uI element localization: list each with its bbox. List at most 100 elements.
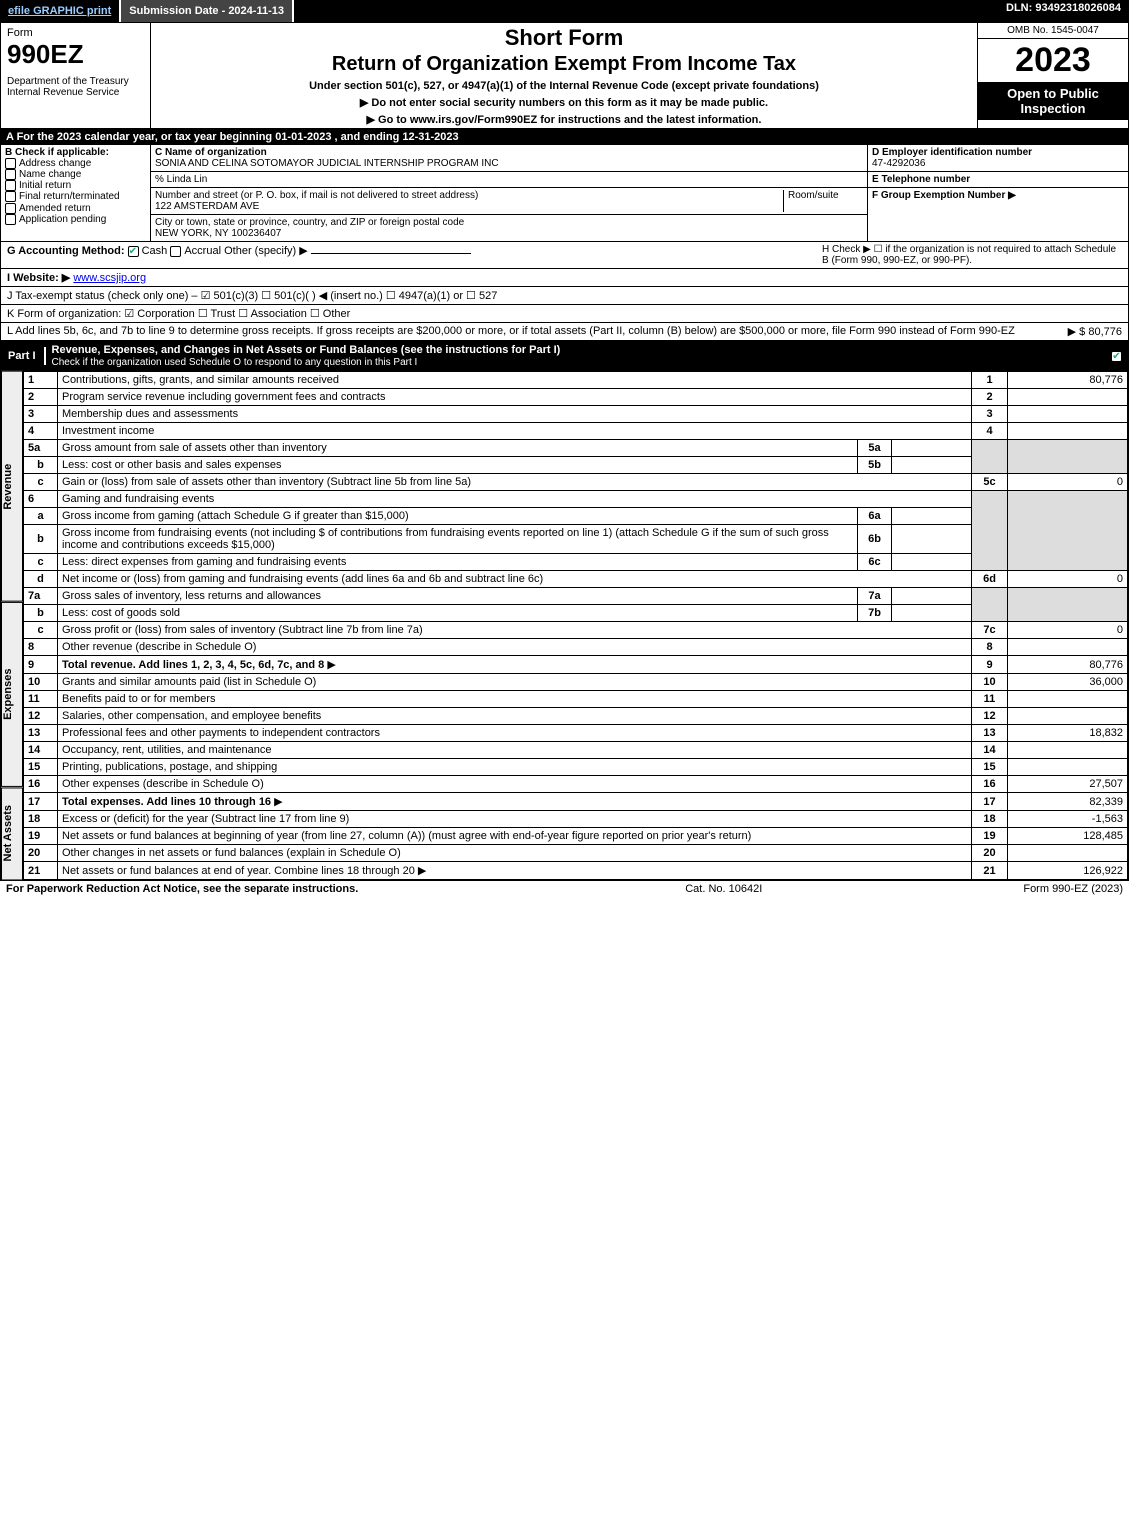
ein-value: 47-4292036: [872, 158, 925, 169]
title-main: Return of Organization Exempt From Incom…: [157, 53, 971, 76]
line-5b: bLess: cost or other basis and sales exp…: [24, 457, 1128, 474]
chk-application-pending[interactable]: Application pending: [5, 214, 146, 225]
chk-accrual[interactable]: Accrual: [170, 245, 221, 257]
page-footer: For Paperwork Reduction Act Notice, see …: [0, 880, 1129, 897]
line-6a: aGross income from gaming (attach Schedu…: [24, 508, 1128, 525]
line-9: 9Total revenue. Add lines 1, 2, 3, 4, 5c…: [24, 656, 1128, 674]
financial-table-wrap: Revenue Expenses Net Assets 1Contributio…: [0, 371, 1129, 880]
line-15: 15Printing, publications, postage, and s…: [24, 759, 1128, 776]
line-7c: cGross profit or (loss) from sales of in…: [24, 622, 1128, 639]
line-20: 20Other changes in net assets or fund ba…: [24, 845, 1128, 862]
l-text: L Add lines 5b, 6c, and 7b to line 9 to …: [7, 325, 1022, 338]
entity-info-block: B Check if applicable: Address change Na…: [0, 145, 1129, 242]
part-i-title: Revenue, Expenses, and Changes in Net As…: [46, 341, 1107, 371]
c-name-label: C Name of organization: [155, 147, 267, 158]
g-accounting-label: G Accounting Method:: [7, 245, 125, 257]
no-ssn-note: ▶ Do not enter social security numbers o…: [157, 96, 971, 109]
line-1: 1Contributions, gifts, grants, and simil…: [24, 372, 1128, 389]
h-schedule-b-note: H Check ▶ ☐ if the organization is not r…: [822, 244, 1122, 266]
chk-amended-return[interactable]: Amended return: [5, 203, 146, 214]
dln-number: DLN: 93492318026084: [998, 0, 1129, 22]
spacer: [294, 0, 998, 22]
org-name: SONIA AND CELINA SOTOMAYOR JUDICIAL INTE…: [155, 158, 499, 169]
open-public-inspection: Open to Public Inspection: [978, 82, 1128, 120]
e-telephone-label: E Telephone number: [872, 174, 970, 185]
chk-final-return[interactable]: Final return/terminated: [5, 191, 146, 202]
line-a-tax-year: A For the 2023 calendar year, or tax yea…: [0, 129, 1129, 145]
section-def: D Employer identification number 47-4292…: [868, 145, 1128, 241]
section-b-checkboxes: B Check if applicable: Address change Na…: [1, 145, 151, 241]
side-net-assets: Net Assets: [1, 787, 23, 880]
line-6d: dNet income or (loss) from gaming and fu…: [24, 571, 1128, 588]
omb-number: OMB No. 1545-0047: [978, 23, 1128, 39]
chk-address-change[interactable]: Address change: [5, 158, 146, 169]
side-revenue: Revenue: [1, 371, 23, 602]
footer-form-id: Form 990-EZ (2023): [963, 883, 1123, 895]
line-2: 2Program service revenue including gover…: [24, 389, 1128, 406]
line-6c: cLess: direct expenses from gaming and f…: [24, 554, 1128, 571]
g-other[interactable]: Other (specify) ▶: [224, 245, 308, 257]
section-c-name-address: C Name of organization SONIA AND CELINA …: [151, 145, 868, 241]
financial-table: 1Contributions, gifts, grants, and simil…: [23, 371, 1128, 880]
line-17: 17Total expenses. Add lines 10 through 1…: [24, 793, 1128, 811]
line-11: 11Benefits paid to or for members11: [24, 691, 1128, 708]
line-6b: bGross income from fundraising events (n…: [24, 525, 1128, 554]
line-8: 8Other revenue (describe in Schedule O)8: [24, 639, 1128, 656]
top-bar: efile GRAPHIC print Submission Date - 20…: [0, 0, 1129, 22]
b-label: B Check if applicable:: [5, 147, 146, 158]
line-7b: bLess: cost of goods sold7b: [24, 605, 1128, 622]
footer-catalog-number: Cat. No. 10642I: [485, 883, 964, 895]
title-short-form: Short Form: [157, 25, 971, 51]
l-amount: ▶ $ 80,776: [1022, 325, 1122, 338]
part-i-tag: Part I: [0, 347, 46, 365]
goto-link[interactable]: ▶ Go to www.irs.gov/Form990EZ for instru…: [157, 113, 971, 126]
chk-name-change[interactable]: Name change: [5, 169, 146, 180]
line-10: 10Grants and similar amounts paid (list …: [24, 674, 1128, 691]
part-i-check-note: Check if the organization used Schedule …: [52, 357, 418, 368]
f-group-exemption-label: F Group Exemption Number ▶: [872, 190, 1016, 201]
line-18: 18Excess or (deficit) for the year (Subt…: [24, 811, 1128, 828]
d-ein-label: D Employer identification number: [872, 147, 1032, 158]
line-12: 12Salaries, other compensation, and empl…: [24, 708, 1128, 725]
part-i-header: Part I Revenue, Expenses, and Changes in…: [0, 341, 1129, 371]
street-address: 122 AMSTERDAM AVE: [155, 201, 259, 212]
header-right: OMB No. 1545-0047 2023 Open to Public In…: [978, 23, 1128, 128]
l-gross-receipts-row: L Add lines 5b, 6c, and 7b to line 9 to …: [0, 323, 1129, 341]
line-5a: 5aGross amount from sale of assets other…: [24, 440, 1128, 457]
tax-year: 2023: [978, 39, 1128, 82]
line-13: 13Professional fees and other payments t…: [24, 725, 1128, 742]
form-label: Form: [7, 27, 144, 39]
city-state-zip: NEW YORK, NY 100236407: [155, 228, 281, 239]
part-i-checkbox[interactable]: [1107, 350, 1129, 362]
form-header: Form 990EZ Department of the Treasury In…: [0, 22, 1129, 129]
efile-print-link[interactable]: efile GRAPHIC print: [0, 0, 121, 22]
side-expenses: Expenses: [1, 602, 23, 787]
street-label: Number and street (or P. O. box, if mail…: [155, 190, 478, 201]
i-website-label: I Website: ▶: [7, 272, 70, 284]
line-16: 16Other expenses (describe in Schedule O…: [24, 776, 1128, 793]
i-website-row: I Website: ▶ www.scsjip.org: [0, 269, 1129, 287]
city-label: City or town, state or province, country…: [155, 217, 464, 228]
under-section-note: Under section 501(c), 527, or 4947(a)(1)…: [157, 80, 971, 92]
line-4: 4Investment income4: [24, 423, 1128, 440]
line-19: 19Net assets or fund balances at beginni…: [24, 828, 1128, 845]
header-middle: Short Form Return of Organization Exempt…: [151, 23, 978, 128]
line-21: 21Net assets or fund balances at end of …: [24, 862, 1128, 880]
chk-cash[interactable]: Cash: [128, 245, 168, 257]
line-14: 14Occupancy, rent, utilities, and mainte…: [24, 742, 1128, 759]
department: Department of the Treasury Internal Reve…: [7, 76, 144, 98]
line-3: 3Membership dues and assessments3: [24, 406, 1128, 423]
submission-date: Submission Date - 2024-11-13: [121, 0, 294, 22]
g-h-row: G Accounting Method: Cash Accrual Other …: [0, 242, 1129, 269]
website-link[interactable]: www.scsjip.org: [73, 272, 146, 284]
chk-initial-return[interactable]: Initial return: [5, 180, 146, 191]
line-6: 6Gaming and fundraising events: [24, 491, 1128, 508]
k-form-of-org-row: K Form of organization: ☑ Corporation ☐ …: [0, 305, 1129, 323]
footer-paperwork-notice: For Paperwork Reduction Act Notice, see …: [6, 883, 485, 895]
header-left: Form 990EZ Department of the Treasury In…: [1, 23, 151, 128]
line-5c: cGain or (loss) from sale of assets othe…: [24, 474, 1128, 491]
form-number: 990EZ: [7, 39, 144, 70]
care-of: % Linda Lin: [151, 172, 867, 188]
line-7a: 7aGross sales of inventory, less returns…: [24, 588, 1128, 605]
room-suite-label: Room/suite: [788, 190, 839, 201]
